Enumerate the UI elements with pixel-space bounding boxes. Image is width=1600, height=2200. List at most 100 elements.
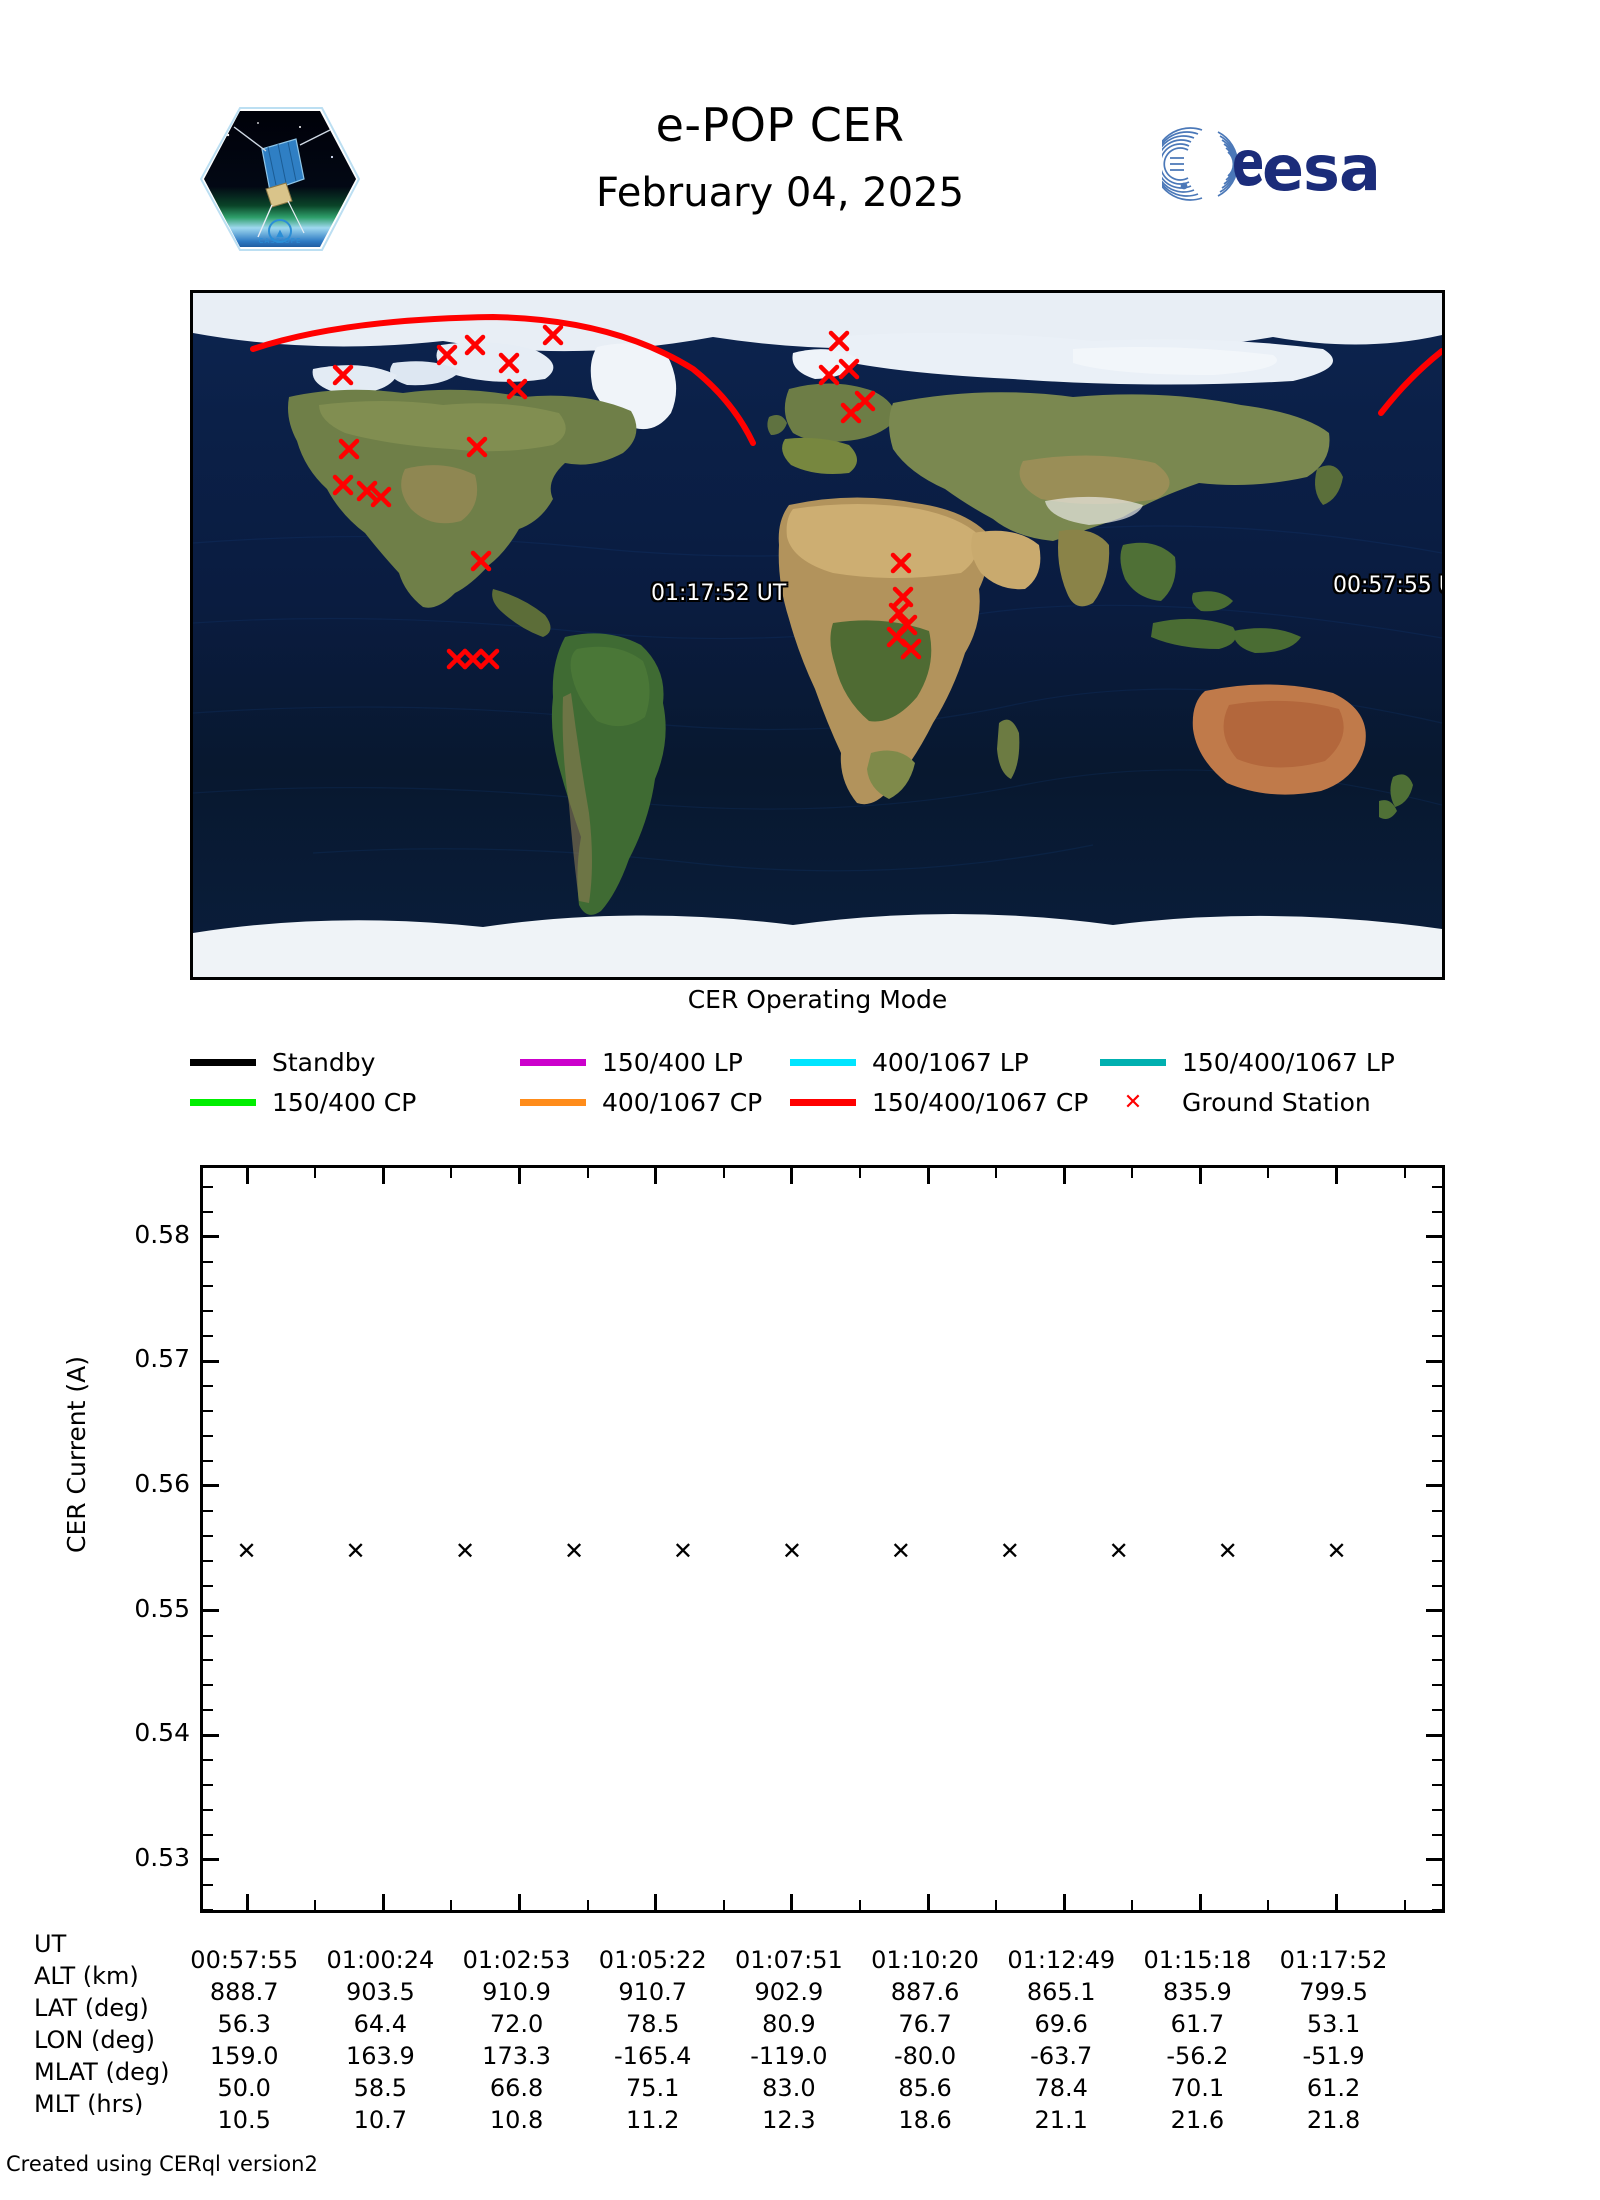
y-axis-minor-tick [203,1210,213,1213]
x-axis-major-tick [654,1168,658,1184]
legend-item-400-1067-cp[interactable]: 400/1067 CP [520,1088,790,1117]
table-cell: 80.9 [762,2010,816,2038]
y-axis-major-tick [203,1359,219,1363]
legend-label-150-400-1067-cp: 150/400/1067 CP [872,1087,1089,1117]
table-cell: 173.3 [482,2042,551,2070]
table-row: LAT (deg) 56.3 64.4 72.0 78.5 80.9 76.7 69.6 61.… [30,1992,1480,2038]
table-cell: 910.9 [482,1978,551,2006]
x-axis-major-tick [654,1894,658,1910]
legend-label-ground-station: Ground Station [1182,1087,1371,1117]
x-axis-major-tick [518,1168,522,1184]
ephemeris-data-table: UT 00:57:55 01:00:24 01:02:53 01:05:22 01:07:… [30,1928,1480,2134]
y-axis-minor-tick [203,1659,213,1662]
y-axis-major-tick [203,1858,219,1862]
legend-label-standby: Standby [272,1047,376,1077]
table-cell: 01:10:20 [871,1946,979,1974]
y-axis-major-tick [1426,1733,1442,1737]
table-cell: 21.1 [1034,2106,1088,2134]
y-axis-tick-label: 0.55 [134,1593,190,1623]
y-axis-minor-tick [1432,1435,1442,1438]
world-map[interactable]: 01:17:52 UT 00:57:55 UT [190,290,1445,980]
table-row-label: LAT (deg) [34,1994,149,2022]
x-axis-major-tick [245,1894,249,1910]
x-axis-major-tick [926,1894,930,1910]
ephemeris-table: UT 00:57:55 01:00:24 01:02:53 01:05:22 01:07:… [30,1928,1480,2134]
y-axis-minor-tick [203,1260,213,1263]
y-axis-minor-tick [203,1310,213,1313]
x-axis-major-tick [381,1894,385,1910]
legend-row: 150/400 CP 400/1067 CP 150/400/1067 CP ✕… [190,1082,1460,1122]
y-axis-minor-tick [1432,1285,1442,1288]
data-point-marker: ✕ [672,1536,693,1565]
table-cell: 835.9 [1163,1978,1232,2006]
table-cell: 83.0 [762,2074,816,2102]
table-cell: 888.7 [209,1978,279,2006]
y-axis-minor-tick [1432,1659,1442,1662]
x-axis-minor-tick [1131,1900,1134,1910]
legend-label-400-1067-cp: 400/1067 CP [602,1087,763,1117]
y-axis-minor-tick [203,1759,213,1762]
x-axis-major-tick [518,1894,522,1910]
legend-item-150-400-1067-lp[interactable]: 150/400/1067 LP [1100,1048,1400,1077]
x-axis-major-tick [1335,1168,1339,1184]
y-axis-minor-tick [203,1335,213,1338]
table-cell: 58.5 [353,2074,408,2102]
table-row-label: LON (deg) [34,2026,155,2054]
y-axis-minor-tick [1432,1509,1442,1512]
esa-logo: esa [1153,118,1452,205]
data-point-marker: ✕ [563,1536,585,1565]
x-axis-minor-tick [858,1168,861,1178]
y-axis-major-tick [203,1733,219,1737]
y-axis-minor-tick [1432,1883,1442,1886]
esa-logo-text: esa [1262,132,1380,204]
x-axis-minor-tick [586,1168,589,1178]
data-point-marker: ✕ [236,1536,257,1565]
y-axis-minor-tick [203,1509,213,1512]
y-axis-major-tick [1426,1235,1442,1239]
x-axis-major-tick [1062,1894,1066,1910]
y-axis-minor-tick [203,1285,213,1288]
cer-current-plot[interactable]: ✕ ✕ ✕ ✕ ✕ ✕ ✕ ✕ ✕ ✕ ✕ [200,1165,1445,1913]
table-cell: 78.5 [625,2010,680,2038]
table-cell: 70.1 [1170,2074,1225,2102]
legend-item-150-400-lp[interactable]: 150/400 LP [520,1048,790,1077]
table-row-values: 00:57:55 01:00:24 01:02:53 01:05:22 01:07:51… [190,1928,1480,1974]
y-axis-minor-tick [203,1709,213,1712]
x-axis-minor-tick [1267,1900,1270,1910]
legend-swatch-150-400-lp [520,1058,586,1066]
y-axis-minor-tick [1432,1459,1442,1462]
map-canvas [193,293,1442,977]
x-axis-minor-tick [314,1900,317,1910]
x-axis-minor-tick [858,1900,861,1910]
page-title: e-POP CER [655,98,905,152]
legend-item-ground-station[interactable]: ✕ Ground Station [1100,1088,1400,1117]
legend-item-150-400-1067-cp[interactable]: 150/400/1067 CP [790,1088,1100,1117]
table-cell: 01:05:22 [598,1946,707,1974]
y-axis-minor-tick [203,1534,213,1537]
table-cell: -80.0 [893,2042,957,2070]
x-axis-major-tick [1198,1168,1202,1184]
table-cell: 61.7 [1170,2010,1225,2038]
legend-item-400-1067-lp[interactable]: 400/1067 LP [790,1048,1100,1077]
table-cell: 01:00:24 [326,1946,435,1974]
x-axis-minor-tick [450,1168,453,1178]
table-cell: 72.0 [489,2010,544,2038]
legend-item-standby[interactable]: Standby [190,1048,520,1077]
legend-item-150-400-cp[interactable]: 150/400 CP [190,1088,520,1117]
data-point-marker: ✕ [1108,1536,1129,1565]
x-axis-minor-tick [1403,1168,1406,1178]
y-axis-major-tick [1426,1858,1442,1862]
y-axis-minor-tick [203,1559,213,1562]
data-point-marker: ✕ [781,1536,802,1565]
x-axis-minor-tick [995,1900,998,1910]
y-axis-minor-tick [203,1634,213,1637]
x-axis-minor-tick [995,1168,998,1178]
title-block: e-POP CER February 04, 2025 [380,96,1180,222]
table-row-label: UT [34,1930,67,1958]
table-cell: 78.4 [1034,2074,1088,2102]
table-cell: -56.2 [1166,2042,1229,2070]
legend-label-400-1067-lp: 400/1067 LP [872,1047,1029,1077]
table-cell: 18.6 [898,2106,952,2134]
table-row-label: ALT (km) [34,1962,139,1990]
y-axis-major-tick [203,1235,219,1239]
